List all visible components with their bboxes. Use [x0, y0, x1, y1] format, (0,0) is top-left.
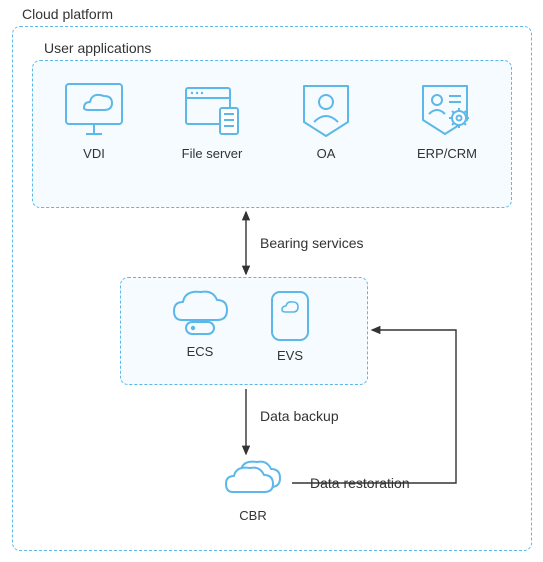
service-evs-label: EVS — [277, 348, 303, 363]
service-evs: EVS — [258, 288, 322, 363]
ecs-icon — [170, 288, 230, 340]
app-oa-label: OA — [317, 146, 336, 161]
app-file-server: File server — [165, 78, 259, 161]
arrow-backup-label: Data backup — [260, 408, 339, 424]
bearing-panel — [120, 277, 368, 385]
app-oa: OA — [284, 78, 368, 161]
service-ecs-label: ECS — [187, 344, 214, 359]
oa-icon — [294, 78, 358, 142]
service-cbr-label: CBR — [239, 508, 266, 523]
service-cbr: CBR — [218, 458, 288, 523]
user-apps-title: User applications — [44, 40, 151, 56]
arrow-restoration-label: Data restoration — [310, 475, 410, 491]
evs-icon — [268, 288, 312, 344]
cloud-platform-title: Cloud platform — [22, 6, 113, 22]
vdi-icon — [62, 78, 126, 142]
erp-crm-icon — [415, 78, 479, 142]
cbr-icon — [223, 458, 283, 504]
service-ecs: ECS — [160, 288, 240, 359]
app-file-server-label: File server — [182, 146, 243, 161]
arrow-bearing-label: Bearing services — [260, 235, 364, 251]
app-vdi-label: VDI — [83, 146, 105, 161]
app-vdi: VDI — [52, 78, 136, 161]
app-erp-crm: ERP/CRM — [402, 78, 492, 161]
app-erp-crm-label: ERP/CRM — [417, 146, 477, 161]
file-server-icon — [180, 78, 244, 142]
